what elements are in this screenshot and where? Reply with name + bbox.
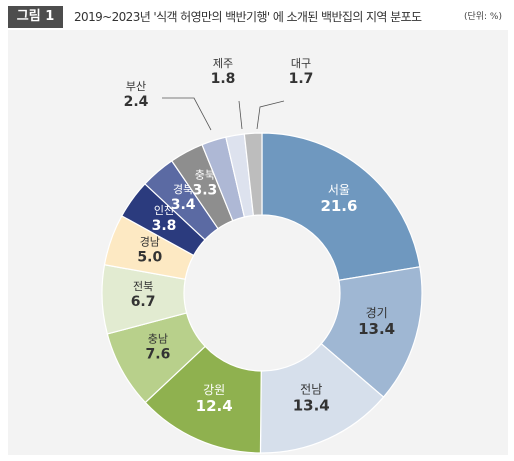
leader-line-부산 (162, 97, 212, 131)
slice-label-경남: 경남 (140, 235, 160, 248)
slice-value-경기: 13.4 (358, 320, 395, 338)
slice-value-전북: 6.7 (131, 294, 156, 310)
slice-value-경남: 5.0 (137, 249, 162, 265)
slice-value-서울: 21.6 (320, 197, 357, 215)
leader-line-대구 (256, 100, 285, 130)
slice-서울 (261, 132, 421, 281)
slice-label-충북: 충북 (195, 168, 215, 181)
slice-label-전북: 전북 (133, 280, 153, 293)
slice-label-강원: 강원 (203, 383, 225, 397)
slice-value-충남: 7.6 (146, 347, 171, 363)
figure-label: 그림 1 (8, 6, 63, 28)
figure-header: 그림 1 2019~2023년 '식객 허영만의 백반기행' 에 소개된 백반집… (0, 0, 514, 30)
slice-label-대구: 대구 (291, 57, 311, 70)
chart-panel: 서울 21.6 경기 13.4 전남 13.4 강원 12.4 충남 7.6 전북 6.7 경남 5.0 인… (8, 30, 508, 455)
slice-value-전남: 13.4 (293, 396, 330, 414)
slice-value-충북: 3.3 (192, 182, 217, 198)
slice-value-대구: 1.7 (289, 71, 314, 87)
slice-value-강원: 12.4 (196, 397, 233, 415)
slice-label-제주: 제주 (213, 57, 233, 70)
slice-label-경북: 경북 (173, 183, 193, 196)
slice-대구 (243, 132, 263, 217)
slice-value-경북: 3.4 (171, 197, 196, 213)
donut-chart: 서울21.6경기13.4전남13.4강원12.4충남7.6전북6.7경남5.0인… (101, 57, 423, 454)
unit-label: (단위: %) (463, 12, 502, 22)
slice-label-충남: 충남 (148, 333, 168, 346)
slice-label-부산: 부산 (126, 80, 146, 93)
slice-label-경기: 경기 (366, 306, 388, 320)
slice-value-제주: 1.8 (211, 71, 236, 87)
slice-value-부산: 2.4 (124, 94, 149, 110)
slice-label-서울: 서울 (328, 183, 350, 197)
slice-label-전남: 전남 (300, 382, 322, 396)
figure-title: 2019~2023년 '식객 허영만의 백반기행' 에 소개된 백반집의 지역 … (74, 10, 422, 24)
slice-value-인천: 3.8 (152, 218, 177, 234)
leader-line-제주 (238, 100, 243, 130)
